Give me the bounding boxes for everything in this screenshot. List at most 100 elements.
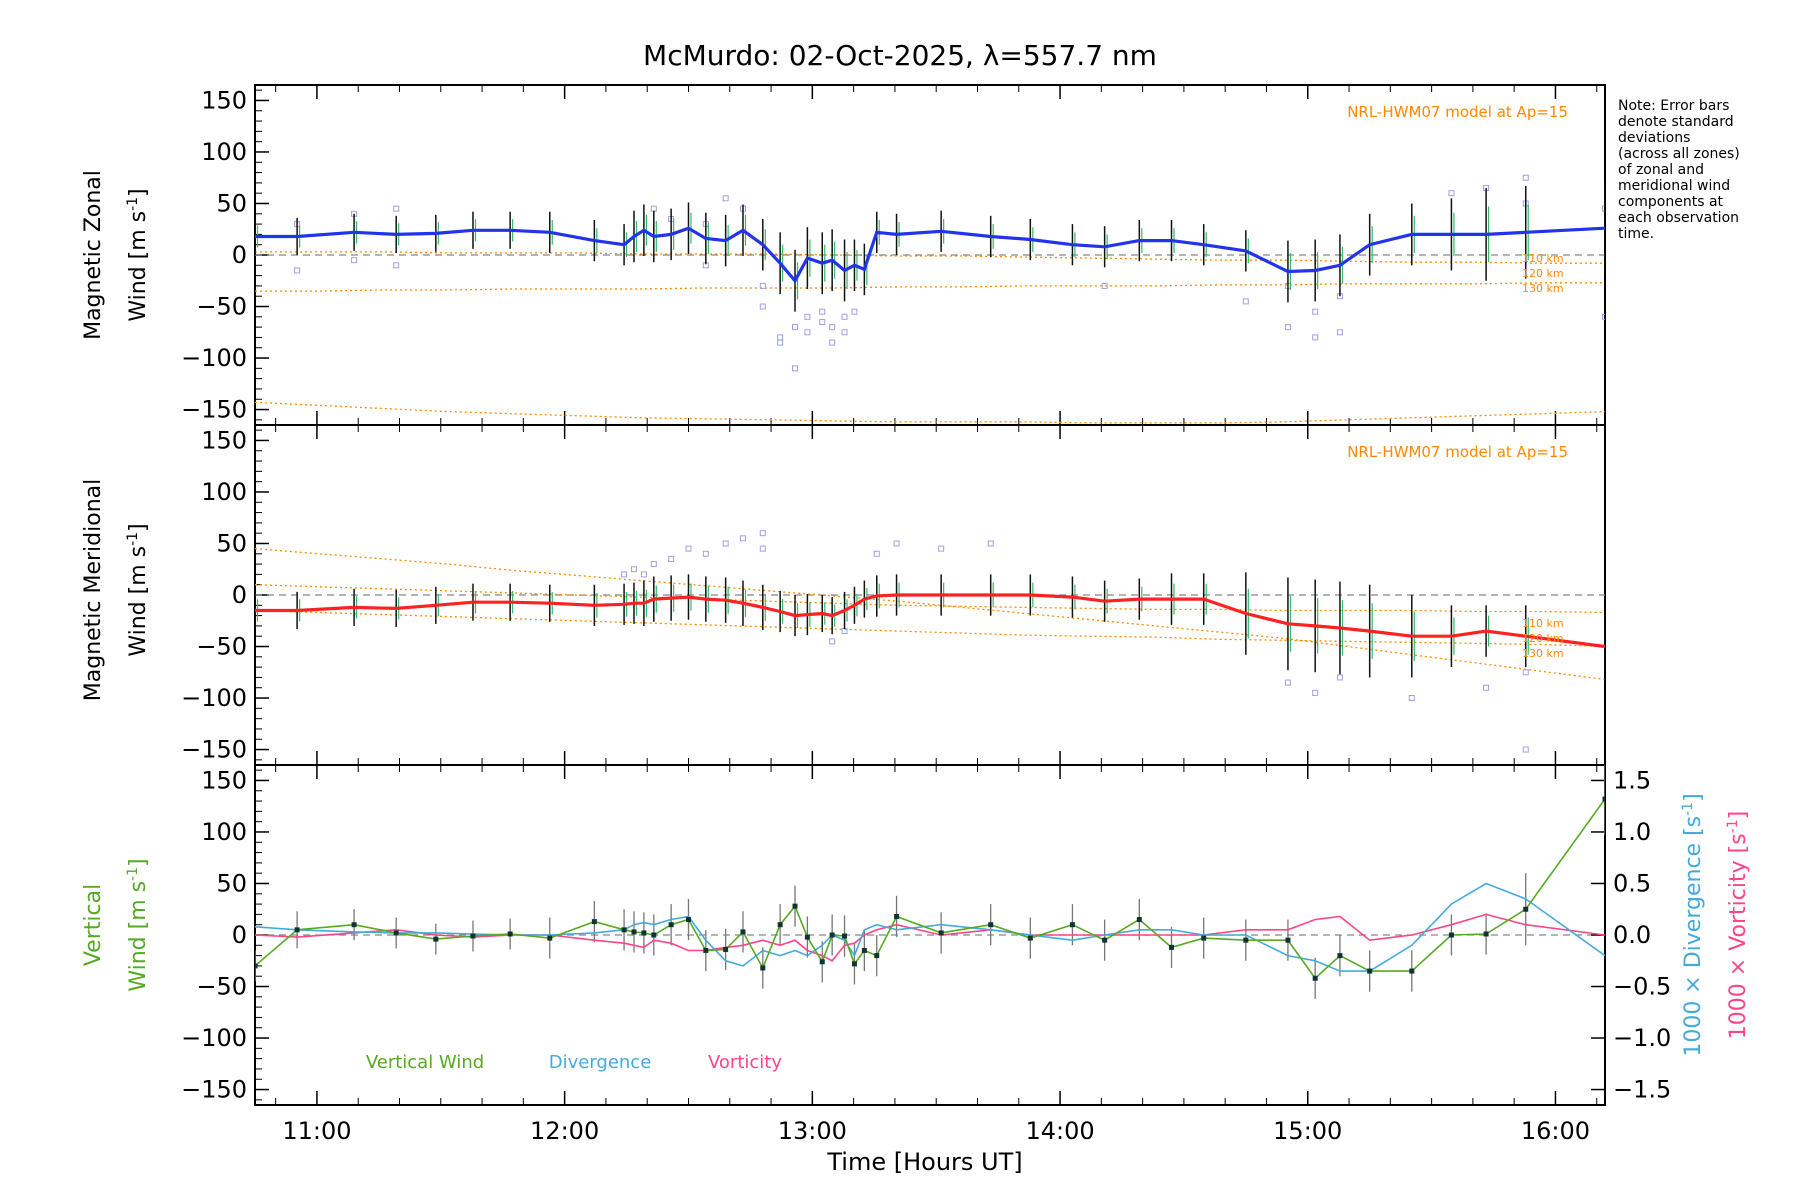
vertical-wind-point [1409, 968, 1415, 974]
vertical-wind-point [1483, 931, 1489, 937]
zone-sample-point [630, 566, 637, 573]
note-line: (across all zones) [1618, 146, 1740, 162]
zone-sample-point [841, 313, 848, 320]
y-tick-label: −50 [196, 293, 247, 321]
zone-sample-point [777, 334, 784, 341]
zone-sample-point [841, 329, 848, 336]
zone-sample-point [650, 205, 657, 212]
zone-sample-point [640, 571, 647, 578]
vertical-wind-point [470, 933, 476, 939]
zone-sample-point [351, 257, 358, 264]
zone-sample-point [621, 571, 628, 578]
vertical-wind-point [861, 947, 867, 953]
x-tick-label: 14:00 [1025, 1117, 1094, 1145]
model-curve-110km [255, 251, 1605, 264]
note-line: deviations [1618, 130, 1690, 146]
zone-sample-point [1312, 334, 1319, 341]
zone-sample-point [1284, 679, 1291, 686]
zone-sample-point [1602, 313, 1605, 320]
vertical-wind-point [1069, 922, 1075, 928]
zone-sample-point [1602, 205, 1605, 212]
vertical-wind-point [851, 961, 857, 967]
model-curve-130km [255, 547, 1605, 681]
meridional-ylabel-line2: Wind [m s-1] [125, 523, 151, 656]
vertical-wind-point [1201, 935, 1207, 941]
x-tick-label: 13:00 [778, 1117, 847, 1145]
zone-sample-point [1483, 684, 1490, 691]
vertical-wind-point [1102, 937, 1108, 943]
vertical-wind-point [641, 930, 647, 936]
model-curve-110km [255, 584, 1605, 614]
y-tick-label: −150 [181, 396, 247, 424]
vertical-wind-point [1523, 906, 1529, 912]
right-ylabels: 1000 × Divergence [s-1] 1000 × Vorticity… [1680, 793, 1751, 1056]
meridional-ylabel-line1: Magnetic Meridional [81, 479, 106, 701]
zone-sample-point [1101, 282, 1108, 289]
zone-sample-point [819, 308, 826, 315]
model-label: NRL-HWM07 model at Ap=15 [1347, 443, 1568, 461]
vertical-ylabel-line1: Vertical [81, 884, 106, 966]
zone-sample-point [792, 365, 798, 372]
zone-sample-point [702, 550, 709, 557]
y-tick-label: 0 [232, 921, 247, 949]
right-y-tick-label: 1.0 [1613, 818, 1651, 846]
zone-sample-point [777, 339, 784, 346]
vertical-wind-point [1602, 796, 1605, 802]
vertical-wind-point [1285, 937, 1291, 943]
zone-sample-point [938, 545, 945, 552]
x-tick-label: 12:00 [530, 1117, 599, 1145]
y-tick-label: 0 [232, 241, 247, 269]
zone-sample-point [1336, 329, 1343, 336]
note-line: of zonal and [1618, 162, 1704, 178]
zone-sample-point [829, 324, 836, 331]
note-line: Note: Error bars [1618, 98, 1729, 114]
zone-sample-point [759, 530, 766, 537]
zone-sample-point [1284, 324, 1291, 331]
zone-sample-point [685, 545, 692, 552]
y-tick-label: 50 [216, 189, 247, 217]
right-y-tick-label: −1.5 [1613, 1076, 1671, 1104]
vertical-wind-point [393, 930, 399, 936]
vertical-wind-point [760, 965, 766, 971]
zone-sample-point [829, 638, 836, 645]
vertical-wind-point [1337, 953, 1343, 959]
vertical-wind-point [938, 930, 944, 936]
meridional-wind-panel: 150 100 50 0 −50 −100 −150 NRL-HWM07 model at A… [181, 424, 1606, 766]
note-line: time. [1618, 226, 1654, 242]
vertical-wind-point [685, 917, 691, 923]
zone-sample-point [829, 339, 836, 346]
vertical-wind-point [1367, 968, 1373, 974]
vertical-wind-point [591, 919, 597, 925]
y-tick-label: 100 [201, 478, 247, 506]
zone-sample-point [804, 329, 811, 336]
vertical-wind-point [507, 931, 513, 937]
legend-entry: Vertical Wind [366, 1052, 484, 1073]
y-tick-label: −100 [181, 1024, 247, 1052]
zonal-ylabel: Magnetic Zonal Wind [m s-1] [81, 170, 151, 340]
vertical-wind-point [668, 922, 674, 928]
vertical-wind-panel: 150 100 50 0 −50 −100 −150 11:00 12:00 13:00 14:00… [181, 764, 1671, 1145]
vorticity-axis-label: 1000 × Vorticity [s-1] [1725, 811, 1751, 1039]
meridional-wind-line [255, 593, 1605, 649]
altitude-label: 120 km [1522, 632, 1564, 645]
y-tick-label: 150 [201, 426, 247, 454]
plot-area [255, 765, 1605, 999]
zone-sample-point [987, 540, 994, 547]
plot-area [255, 530, 1605, 753]
vertical-wind-point [294, 927, 300, 933]
vertical-wind-point [1136, 917, 1142, 923]
zone-sample-point [792, 324, 798, 331]
vertical-wind-point [804, 934, 810, 940]
zone-sample-point [851, 308, 858, 315]
x-tick-label: 15:00 [1273, 1117, 1342, 1145]
zone-sample-point [393, 205, 400, 212]
note-line: each observation [1618, 210, 1739, 226]
zone-sample-point [668, 555, 675, 562]
zonal-wind-line [255, 226, 1605, 284]
plot-area [255, 174, 1605, 424]
figure-title: McMurdo: 02-Oct-2025, λ=557.7 nm [643, 39, 1157, 72]
zonal-ylabel-line1: Magnetic Zonal [81, 170, 106, 340]
zone-sample-point [1242, 298, 1249, 305]
